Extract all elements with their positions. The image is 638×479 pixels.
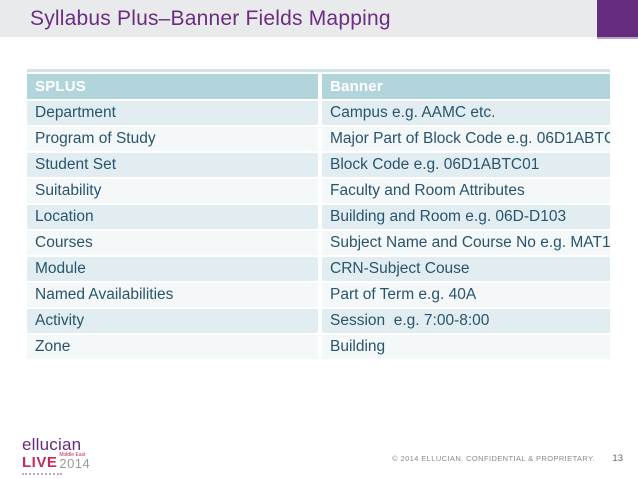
table-row: Courses Subject Name and Course No e.g. M… [27, 231, 610, 255]
splus-cell: Courses [27, 231, 318, 255]
title-bar: Syllabus Plus–Banner Fields Mapping [0, 0, 638, 37]
corner-accent-box [597, 0, 638, 39]
table-row: Location Building and Room e.g. 06D-D103 [27, 205, 610, 229]
table-header-row: SPLUS Banner [27, 74, 610, 99]
table-row: Student Set Block Code e.g. 06D1ABTC01 [27, 153, 610, 177]
logo-live-text: LIVE [22, 454, 58, 471]
logo-brand-text: ellucian [22, 435, 82, 454]
table-row: Suitability Faculty and Room Attributes [27, 179, 610, 203]
banner-cell: Faculty and Room Attributes [322, 179, 610, 203]
splus-cell: Activity [27, 309, 318, 333]
banner-cell: Building and Room e.g. 06D-D103 [322, 205, 610, 229]
banner-cell: Block Code e.g. 06D1ABTC01 [322, 153, 610, 177]
logo-region-text: Middle East [59, 452, 86, 458]
table-top-strip [27, 69, 610, 72]
splus-cell: Department [27, 101, 318, 125]
table-row: Program of Study Major Part of Block Code… [27, 127, 610, 151]
logo-dotted-line [22, 472, 62, 475]
logo-line2: LIVE Middle East 2014 [22, 452, 112, 471]
banner-cell: CRN-Subject Couse [322, 257, 610, 281]
ellucian-live-logo: ellucian LIVE Middle East 2014 [22, 436, 112, 478]
table-row: Zone Building [27, 335, 610, 359]
splus-cell: Program of Study [27, 127, 318, 151]
banner-cell: Campus e.g. AAMC etc. [322, 101, 610, 125]
splus-cell: Named Availabilities [27, 283, 318, 307]
mapping-table-body: Department Campus e.g. AAMC etc. Program o… [27, 101, 610, 359]
page-title: Syllabus Plus–Banner Fields Mapping [30, 6, 391, 30]
column-header-splus: SPLUS [27, 74, 318, 99]
table-row: Department Campus e.g. AAMC etc. [27, 101, 610, 125]
banner-cell: Building [322, 335, 610, 359]
splus-cell: Zone [27, 335, 318, 359]
banner-cell: Part of Term e.g. 40A [322, 283, 610, 307]
column-header-banner: Banner [322, 74, 610, 99]
splus-cell: Student Set [27, 153, 318, 177]
banner-cell: Major Part of Block Code e.g. 06D1ABTC [322, 127, 610, 151]
logo-right-stack: Middle East 2014 [59, 452, 91, 471]
logo-year-text: 2014 [59, 456, 91, 471]
splus-cell: Module [27, 257, 318, 281]
footer-copyright: © 2014 ELLUCIAN. CONFIDENTIAL & PROPRIET… [392, 454, 595, 463]
splus-cell: Location [27, 205, 318, 229]
table-row: Module CRN-Subject Couse [27, 257, 610, 281]
mapping-table: SPLUS Banner Department Campus e.g. AAMC … [27, 69, 610, 359]
banner-cell: Subject Name and Course No e.g. MAT101 [322, 231, 610, 255]
splus-cell: Suitability [27, 179, 318, 203]
banner-cell: Session e.g. 7:00-8:00 [322, 309, 610, 333]
table-row: Named Availabilities Part of Term e.g. 40… [27, 283, 610, 307]
page-number: 13 [612, 453, 623, 464]
table-row: Activity Session e.g. 7:00-8:00 [27, 309, 610, 333]
